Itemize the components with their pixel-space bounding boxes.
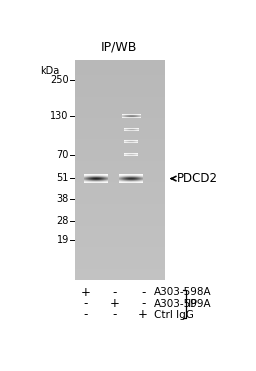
Text: -: - bbox=[112, 308, 116, 321]
Text: -: - bbox=[141, 297, 145, 310]
Text: -: - bbox=[83, 297, 88, 310]
Text: -: - bbox=[112, 286, 116, 299]
Text: 51: 51 bbox=[56, 173, 69, 183]
Text: 130: 130 bbox=[50, 111, 69, 121]
Text: +: + bbox=[138, 308, 148, 321]
Text: IP/WB: IP/WB bbox=[101, 40, 137, 53]
Text: -: - bbox=[83, 308, 88, 321]
Text: Ctrl IgG: Ctrl IgG bbox=[154, 310, 194, 320]
Text: 28: 28 bbox=[56, 216, 69, 226]
Text: +: + bbox=[81, 286, 91, 299]
Text: A303-598A: A303-598A bbox=[154, 288, 212, 298]
Text: +: + bbox=[109, 297, 119, 310]
Text: A303-599A: A303-599A bbox=[154, 299, 212, 309]
Text: 19: 19 bbox=[57, 234, 69, 244]
Text: IP: IP bbox=[188, 299, 198, 309]
Text: kDa: kDa bbox=[40, 66, 59, 76]
Text: 250: 250 bbox=[50, 75, 69, 85]
Text: PDCD2: PDCD2 bbox=[177, 172, 218, 185]
Text: -: - bbox=[141, 286, 145, 299]
Text: 70: 70 bbox=[56, 150, 69, 160]
Text: 38: 38 bbox=[57, 194, 69, 204]
